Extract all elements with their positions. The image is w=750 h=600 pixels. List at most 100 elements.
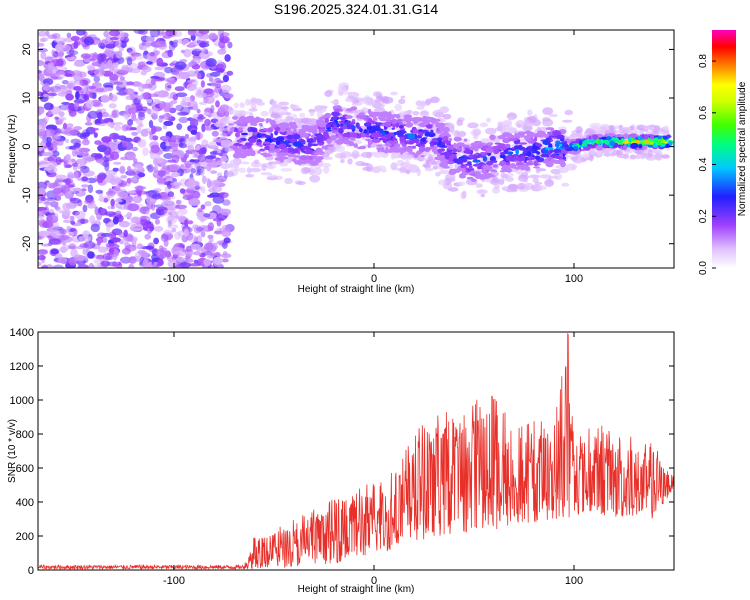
signal-blob xyxy=(389,147,399,152)
signal-halo-blob xyxy=(479,122,489,128)
noise-blob xyxy=(58,111,65,117)
noise-blob xyxy=(189,118,199,128)
noise-blob xyxy=(91,264,104,268)
signal-halo-blob xyxy=(280,106,289,110)
noise-blob xyxy=(112,110,118,118)
noise-blob xyxy=(209,93,220,99)
signal-halo-blob xyxy=(406,169,411,175)
noise-blob xyxy=(135,117,143,125)
signal-blob xyxy=(459,158,468,163)
noise-blob xyxy=(70,35,80,42)
noise-blob xyxy=(67,183,76,188)
signal-blob xyxy=(337,134,343,140)
noise-blob xyxy=(109,132,120,140)
spectrogram-y-tick-label: 0 xyxy=(21,144,33,150)
signal-halo-blob xyxy=(248,108,258,112)
noise-blob xyxy=(52,187,62,195)
noise-blob xyxy=(144,233,151,240)
noise-blob xyxy=(41,37,49,42)
signal-blob xyxy=(468,165,473,169)
noise-blob xyxy=(147,164,154,173)
noise-blob xyxy=(81,176,89,182)
signal-blob xyxy=(518,142,528,145)
colorbar-ticks: 0.0 0.2 0.4 0.6 0.8 xyxy=(698,54,716,275)
noise-blob xyxy=(184,219,189,228)
signal-blob xyxy=(384,121,392,128)
noise-blob xyxy=(103,87,114,92)
noise-blob xyxy=(81,188,87,192)
signal-blob xyxy=(472,159,481,163)
signal-halo-blob xyxy=(400,95,406,99)
signal-blob xyxy=(358,146,365,149)
signal-blob xyxy=(430,142,434,148)
noise-blob xyxy=(47,62,55,69)
signal-blob xyxy=(534,155,541,160)
noise-blob xyxy=(167,85,172,89)
noise-blob xyxy=(127,168,139,176)
noise-blob xyxy=(155,40,167,48)
noise-blob xyxy=(222,75,229,83)
noise-blob xyxy=(38,42,45,47)
signal-blob xyxy=(392,118,398,125)
signal-halo-blob xyxy=(444,177,456,183)
noise-blob xyxy=(170,135,183,141)
snr-y-tick-label: 0 xyxy=(28,565,34,577)
noise-blob xyxy=(85,156,96,162)
noise-blob xyxy=(46,66,59,75)
signal-blob xyxy=(269,143,275,150)
noise-blob xyxy=(174,61,187,70)
signal-blob xyxy=(499,155,506,159)
signal-blob xyxy=(456,142,465,146)
signal-blob xyxy=(573,146,578,150)
noise-blob xyxy=(145,245,154,250)
noise-blob xyxy=(188,263,201,267)
signal-blob xyxy=(413,118,419,124)
signal-halo-blob xyxy=(351,150,360,158)
signal-halo-blob xyxy=(299,112,306,118)
noise-blob xyxy=(142,222,150,230)
noise-blob xyxy=(108,231,114,240)
noise-blob xyxy=(190,48,202,52)
noise-blob xyxy=(198,114,204,118)
noise-blob xyxy=(42,264,48,268)
noise-blob xyxy=(157,170,166,177)
snr-x-tick-label: -100 xyxy=(163,575,185,587)
signal-blob xyxy=(274,127,281,131)
signal-blob xyxy=(359,128,363,133)
noise-blob xyxy=(100,209,105,214)
noise-blob xyxy=(87,184,94,193)
signal-blob xyxy=(469,146,477,151)
signal-blob xyxy=(376,144,383,147)
noise-blob xyxy=(213,256,223,266)
noise-blob xyxy=(207,234,214,239)
signal-halo-blob xyxy=(307,118,319,126)
signal-halo-blob xyxy=(309,174,321,183)
signal-blob xyxy=(301,124,311,129)
noise-blob xyxy=(167,215,175,222)
signal-blob xyxy=(506,151,514,155)
signal-blob xyxy=(534,136,538,142)
signal-halo-blob xyxy=(373,91,380,97)
noise-blob xyxy=(162,200,169,204)
signal-blob xyxy=(346,126,354,130)
noise-blob xyxy=(128,263,135,268)
snr-y-tick-label: 600 xyxy=(16,463,34,475)
signal-blob xyxy=(628,136,632,143)
signal-blob xyxy=(275,139,281,146)
noise-blob xyxy=(47,92,58,97)
noise-blob xyxy=(187,234,198,243)
signal-blob xyxy=(326,127,332,130)
noise-blob xyxy=(137,95,144,100)
signal-halo-blob xyxy=(432,165,439,170)
noise-blob xyxy=(82,170,95,177)
signal-blob xyxy=(478,143,483,149)
signal-halo-blob xyxy=(472,128,482,136)
noise-blob xyxy=(67,174,77,179)
noise-blob xyxy=(51,212,59,221)
noise-blob xyxy=(116,91,127,96)
noise-blob xyxy=(96,212,102,221)
signal-blob xyxy=(248,138,257,143)
noise-blob xyxy=(215,100,220,108)
